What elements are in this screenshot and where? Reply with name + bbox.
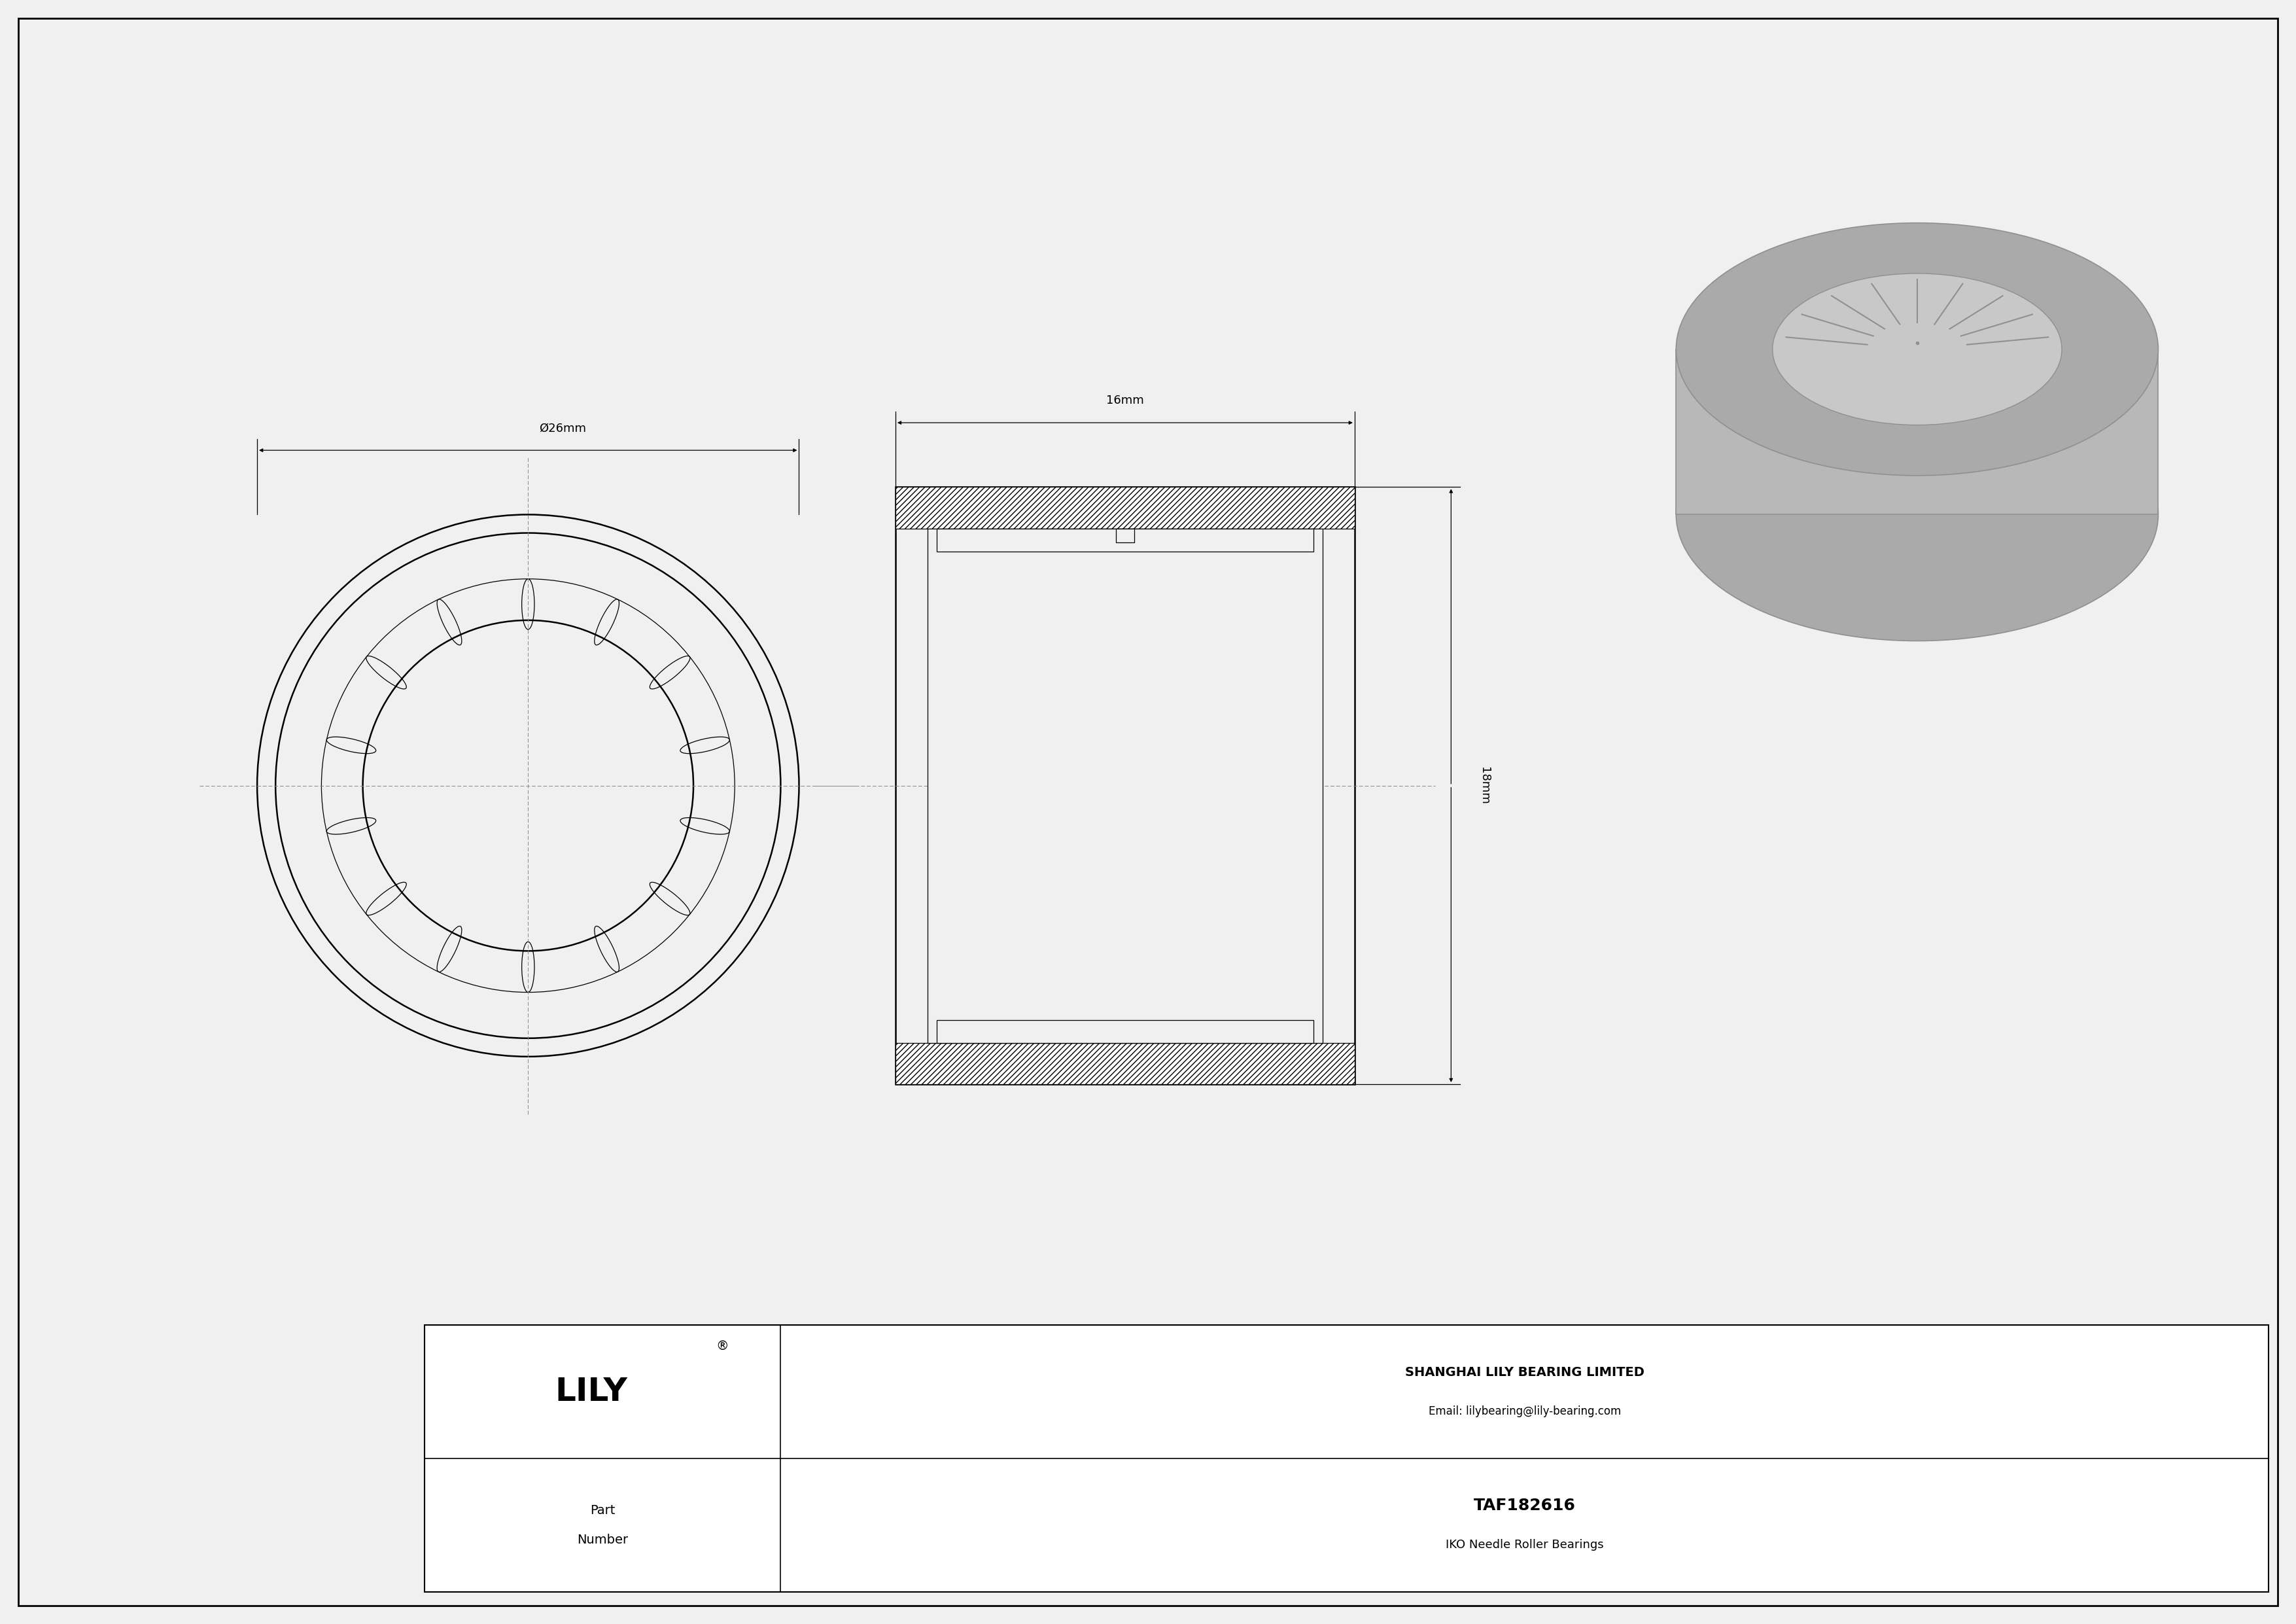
Bar	[895, 1043, 1355, 1085]
Bar	[425, 1325, 2268, 1592]
Bar	[895, 487, 1355, 1085]
Ellipse shape	[1676, 388, 2158, 641]
Bar	[895, 487, 1355, 528]
Text: Ø26mm: Ø26mm	[540, 422, 585, 434]
Text: Number: Number	[576, 1533, 629, 1546]
Bar	[1116, 528, 1134, 542]
Text: Email: lilybearing@lily-bearing.com: Email: lilybearing@lily-bearing.com	[1428, 1405, 1621, 1418]
Text: SHANGHAI LILY BEARING LIMITED: SHANGHAI LILY BEARING LIMITED	[1405, 1366, 1644, 1379]
Text: 18mm: 18mm	[1479, 767, 1490, 804]
Ellipse shape	[1773, 273, 2062, 425]
Bar	[937, 1020, 1313, 1043]
Text: Part: Part	[590, 1504, 615, 1517]
Polygon shape	[1676, 349, 2158, 515]
Ellipse shape	[1676, 222, 2158, 476]
Text: IKO Needle Roller Bearings: IKO Needle Roller Bearings	[1446, 1538, 1603, 1551]
Text: TAF182616: TAF182616	[1474, 1497, 1575, 1514]
Text: LILY: LILY	[556, 1376, 627, 1408]
Text: ®: ®	[716, 1340, 728, 1353]
Bar	[928, 528, 1322, 1043]
Text: 16mm: 16mm	[1107, 395, 1143, 406]
Bar	[937, 528, 1313, 551]
